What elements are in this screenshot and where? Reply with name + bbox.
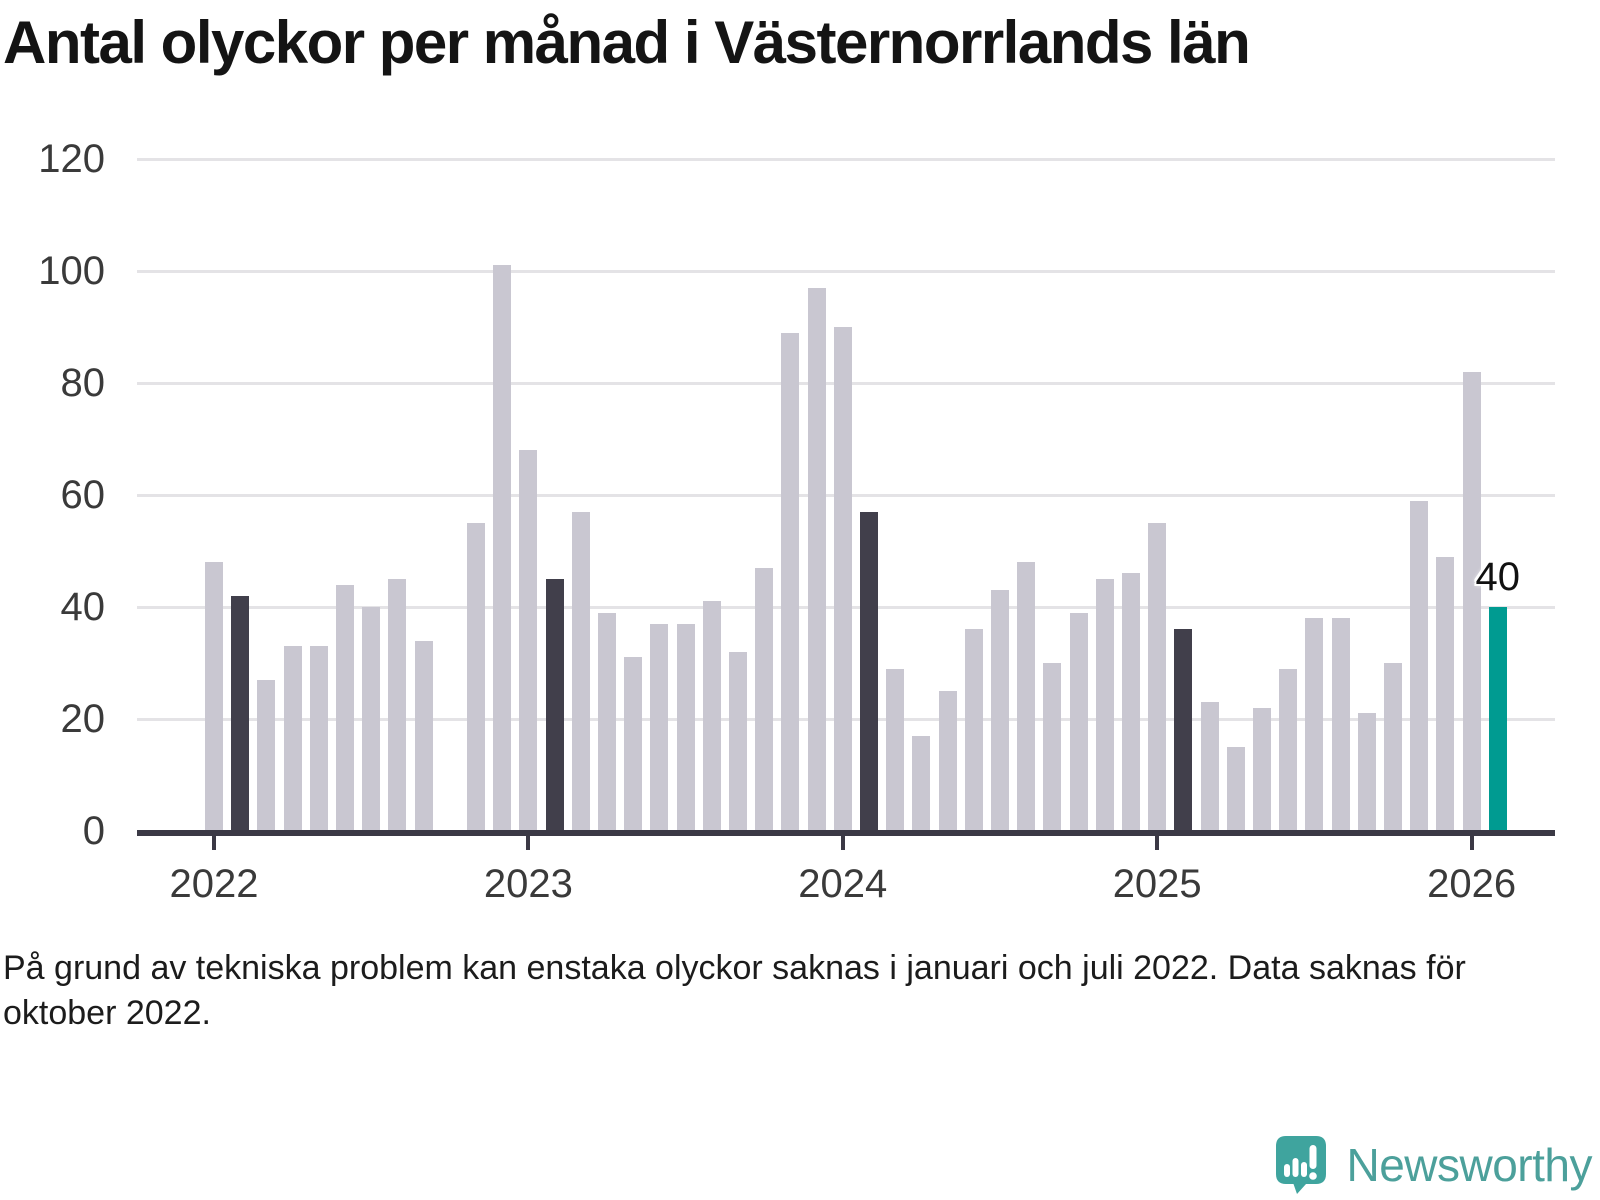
bar-2023-11 — [781, 332, 800, 833]
x-axis-label-2025: 2025 — [1112, 862, 1202, 906]
y-axis-label-0: 0 — [82, 809, 105, 853]
bar-2023-02 — [545, 579, 564, 833]
bar-2025-02 — [1174, 629, 1193, 833]
bar-2025-06 — [1279, 668, 1298, 833]
bar-2024-07 — [991, 590, 1009, 833]
bar-2023-05 — [624, 657, 643, 833]
bar-2026-01 — [1462, 371, 1481, 833]
y-axis-label-120: 120 — [38, 137, 105, 181]
bar-2025-10 — [1384, 663, 1402, 833]
bar-2022-08 — [388, 579, 407, 833]
bar-2023-06 — [650, 623, 669, 833]
bar-2022-04 — [283, 646, 302, 833]
bar-2024-12 — [1122, 573, 1140, 833]
bar-2023-08 — [702, 601, 721, 833]
bar-2022-12 — [493, 265, 512, 833]
bar-2023-12 — [807, 287, 826, 833]
branding: Newsworthy — [1276, 1136, 1592, 1194]
bar-2024-04 — [912, 735, 931, 833]
x-axis-label-2022: 2022 — [169, 862, 259, 906]
bar-2022-06 — [336, 584, 354, 833]
x-axis-tick-2023 — [526, 836, 531, 850]
newsworthy-logo-text: Newsworthy — [1346, 1139, 1592, 1191]
bar-2023-10 — [755, 567, 774, 833]
x-axis-label-2024: 2024 — [798, 862, 888, 906]
bar-2025-07 — [1305, 618, 1324, 833]
bar-2025-11 — [1410, 500, 1429, 833]
bar-2022-02 — [231, 595, 250, 833]
x-axis-label-2023: 2023 — [483, 862, 573, 906]
y-axis-label-20: 20 — [60, 697, 106, 741]
bar-2024-08 — [1017, 562, 1036, 833]
bar-2022-11 — [467, 523, 485, 833]
gridline-y-120 — [137, 158, 1555, 161]
x-axis-tick-2022 — [212, 836, 216, 850]
bar-2024-06 — [964, 629, 983, 833]
x-axis-tick-2025 — [1155, 836, 1160, 850]
current-value-label: 40 — [1475, 555, 1521, 599]
bar-2023-07 — [676, 623, 695, 833]
y-axis-label-100: 100 — [38, 249, 105, 293]
bar-2025-12 — [1436, 556, 1455, 833]
bar-2023-04 — [598, 612, 616, 833]
x-axis-tick-2024 — [840, 836, 845, 850]
bar-2025-03 — [1200, 702, 1219, 833]
x-axis-line — [137, 830, 1555, 836]
x-axis-label-2026: 2026 — [1427, 862, 1517, 906]
bar-2024-10 — [1069, 612, 1088, 833]
bar-2025-04 — [1226, 747, 1245, 833]
bar-2024-02 — [860, 511, 878, 833]
y-axis-label-80: 80 — [60, 361, 106, 405]
bar-2022-09 — [414, 640, 433, 833]
bar-2024-11 — [1095, 579, 1114, 833]
bar-2024-09 — [1043, 663, 1062, 833]
bar-2022-01 — [205, 562, 223, 833]
newsworthy-logo-icon — [1276, 1136, 1327, 1194]
bar-2022-03 — [257, 679, 276, 833]
x-axis-tick-2026 — [1469, 836, 1474, 850]
bar-2024-03 — [886, 668, 905, 833]
bar-2025-05 — [1253, 707, 1271, 833]
chart-footnote: På grund av tekniska problem kan enstaka… — [3, 949, 1466, 1032]
y-axis-label-40: 40 — [60, 585, 106, 629]
bar-2023-03 — [571, 511, 590, 833]
gridline-y-100 — [137, 270, 1555, 273]
bar-2025-01 — [1148, 523, 1167, 833]
y-axis-label-60: 60 — [60, 473, 106, 517]
bar-2023-01 — [519, 450, 538, 833]
bar-2026-02 — [1488, 607, 1507, 833]
bar-2024-05 — [938, 691, 957, 833]
bar-2023-09 — [729, 651, 747, 833]
bar-2022-07 — [362, 607, 381, 833]
chart-title: Antal olyckor per månad i Västernorrland… — [3, 9, 1251, 76]
bar-2025-08 — [1331, 618, 1350, 833]
bar-2024-01 — [833, 327, 852, 833]
bar-2025-09 — [1357, 713, 1376, 833]
bar-2022-05 — [309, 646, 328, 833]
